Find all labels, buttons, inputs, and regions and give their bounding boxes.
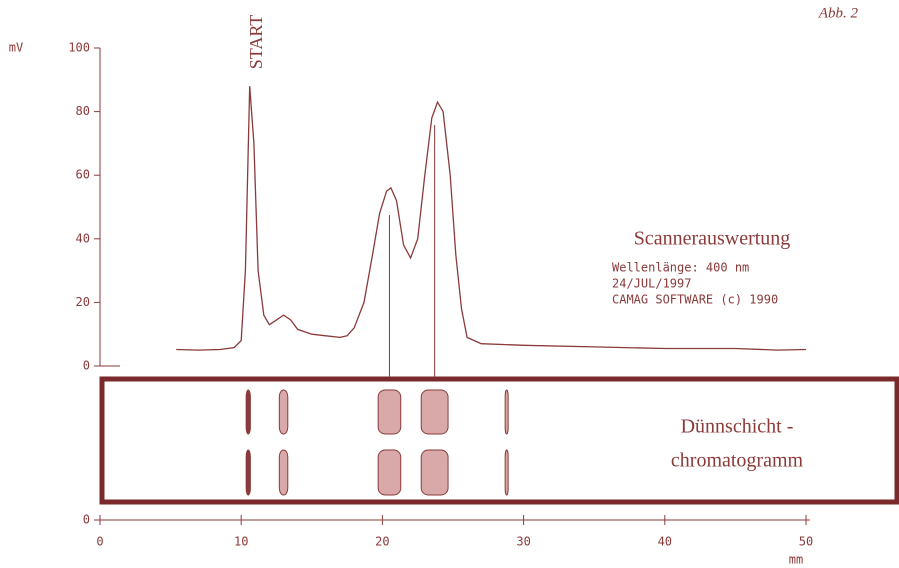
y-tick-label: 80 (76, 104, 90, 118)
spot (246, 450, 250, 495)
plate-label: chromatogramm (671, 450, 804, 472)
x-tick-label: 10 (234, 535, 248, 549)
plate-axis-label: 0 (83, 513, 90, 527)
x-tick-label: 20 (375, 535, 389, 549)
figure-label: Abb. 2 (818, 5, 859, 21)
x-axis-label: mm (789, 553, 803, 567)
x-tick-label: 50 (799, 535, 813, 549)
plate-label: Dünnschicht - (681, 416, 794, 438)
spot (378, 450, 401, 495)
chart: Abb. 2 mV mm START Scannerauswertung Wel… (0, 0, 899, 568)
info-line: CAMAG SOFTWARE (c) 1990 (612, 293, 778, 307)
info-line: Wellenlänge: 400 nm (612, 261, 749, 275)
spot (421, 390, 448, 434)
x-tick-label: 30 (516, 535, 530, 549)
y-axis-label: mV (9, 41, 23, 55)
spot (279, 450, 287, 495)
y-tick-label: 20 (76, 295, 90, 309)
spot (421, 450, 448, 495)
spot (378, 390, 401, 434)
start-label: START (246, 15, 266, 69)
y-tick-label: 60 (76, 168, 90, 182)
spot (505, 450, 508, 495)
x-tick-label: 0 (96, 535, 103, 549)
x-tick-label: 40 (658, 535, 672, 549)
plate (102, 379, 897, 502)
y-tick-label: 100 (68, 41, 90, 55)
y-tick-label: 0 (83, 359, 90, 373)
y-tick-label: 40 (76, 231, 90, 245)
spot (246, 390, 250, 434)
info-line: 24/JUL/1997 (612, 277, 691, 291)
chart-title: Scannerauswertung (634, 228, 791, 250)
scan-curve (176, 86, 806, 350)
spot (505, 390, 508, 434)
spot (279, 390, 287, 434)
